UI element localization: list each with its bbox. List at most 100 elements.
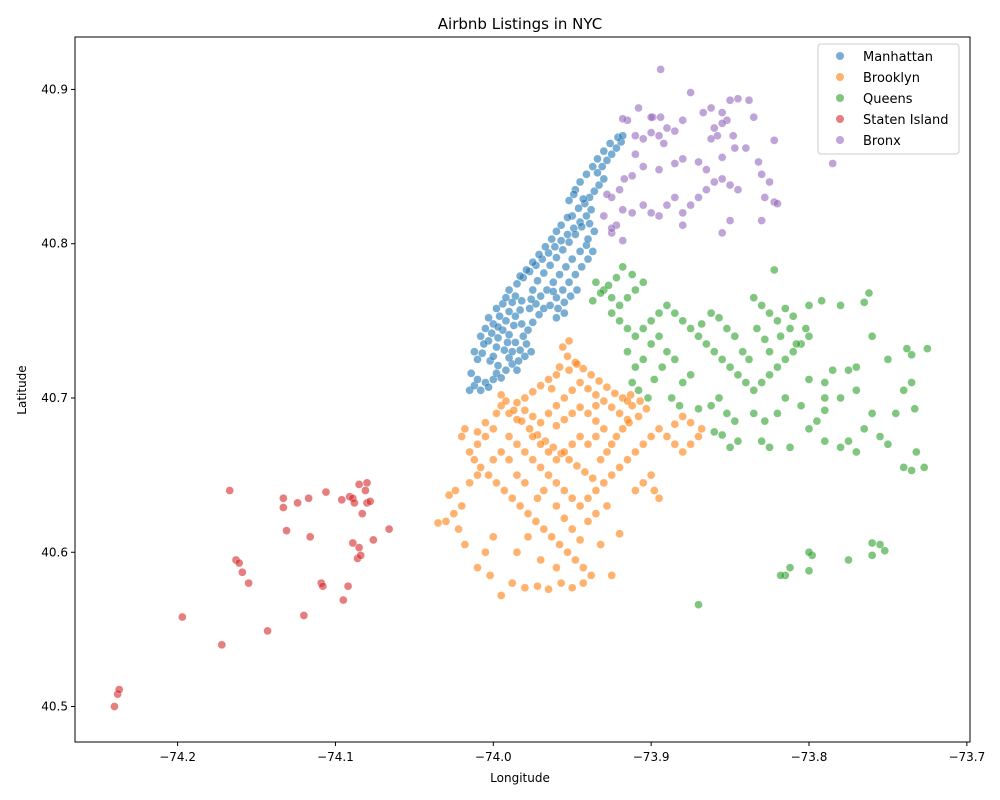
data-point (515, 271, 525, 281)
data-point (607, 308, 616, 318)
data-point (631, 149, 640, 159)
data-point (591, 278, 601, 287)
data-point (662, 432, 672, 441)
data-point (560, 308, 569, 318)
data-point (899, 386, 908, 395)
data-point (580, 467, 590, 477)
data-point (528, 285, 538, 295)
data-point (627, 171, 637, 181)
data-point (597, 162, 607, 171)
data-point (504, 285, 514, 295)
data-point (698, 108, 708, 117)
data-point (492, 342, 501, 352)
data-point (547, 384, 556, 393)
data-point (765, 308, 774, 318)
data-point (454, 524, 463, 534)
data-point (717, 174, 727, 184)
data-point (844, 436, 853, 446)
data-point (563, 213, 572, 222)
data-point (517, 416, 526, 426)
data-point (670, 308, 680, 318)
data-point (591, 509, 601, 518)
data-point (765, 177, 774, 187)
data-point (596, 455, 605, 464)
data-point (725, 362, 735, 372)
data-point (555, 362, 564, 372)
data-point (591, 390, 601, 400)
data-point (579, 364, 588, 373)
data-point (591, 401, 601, 410)
x-axis: −74.2 −74.1 −74.0 −73.9 −73.8 −73.7 (159, 742, 985, 764)
data-point (710, 347, 719, 356)
data-point (607, 293, 616, 302)
data-point (667, 393, 676, 403)
data-point (473, 440, 482, 449)
data-point (591, 486, 601, 495)
data-point (501, 293, 511, 302)
data-point (544, 375, 553, 384)
data-point (686, 418, 695, 427)
data-point (686, 370, 695, 380)
data-point (523, 532, 533, 542)
data-point (444, 490, 454, 500)
data-point (552, 563, 561, 572)
data-point (591, 416, 601, 426)
data-point (564, 237, 574, 247)
data-point (534, 310, 544, 319)
data-point (607, 440, 616, 449)
data-point (582, 170, 591, 179)
data-point (552, 313, 561, 323)
data-point (561, 262, 571, 272)
data-point (466, 369, 476, 378)
data-point (567, 494, 577, 503)
data-point (694, 404, 703, 414)
data-point (512, 548, 522, 557)
data-point (583, 409, 593, 418)
y-tick-label: 40.5 (41, 700, 68, 714)
data-point (760, 416, 770, 426)
data-point (567, 524, 577, 534)
data-point (484, 470, 493, 480)
data-point (350, 498, 359, 508)
data-point (785, 443, 795, 452)
data-point (722, 409, 732, 418)
data-point (476, 463, 485, 472)
data-point (583, 234, 593, 244)
data-point (770, 265, 779, 275)
legend-label: Queens (863, 92, 913, 107)
data-point (662, 301, 672, 310)
data-point (304, 494, 313, 503)
data-point (717, 228, 727, 238)
data-point (722, 324, 732, 333)
data-point (875, 432, 885, 441)
data-point (741, 143, 751, 153)
data-point (473, 563, 482, 572)
data-point (588, 247, 597, 256)
data-point (575, 177, 585, 187)
data-point (528, 257, 538, 267)
data-point (788, 347, 798, 356)
data-point (571, 270, 580, 279)
data-point (481, 418, 490, 427)
data-point (670, 159, 680, 168)
data-point (520, 393, 530, 403)
data-point (610, 389, 620, 398)
data-point (512, 470, 522, 480)
data-point (552, 401, 561, 410)
chart-title: Airbnb Listings in NYC (438, 15, 602, 33)
data-point (585, 219, 594, 228)
data-point (449, 509, 459, 518)
y-axis-title: Latitude (15, 365, 29, 414)
data-point (563, 548, 572, 557)
data-point (706, 308, 716, 318)
data-point (812, 416, 822, 426)
data-point (575, 501, 585, 511)
data-point (552, 501, 561, 511)
data-point (706, 401, 716, 410)
data-point (520, 478, 530, 488)
data-point (511, 311, 520, 321)
data-point (362, 478, 372, 488)
data-point (544, 470, 553, 480)
data-point (574, 203, 583, 213)
data-point (639, 162, 648, 171)
